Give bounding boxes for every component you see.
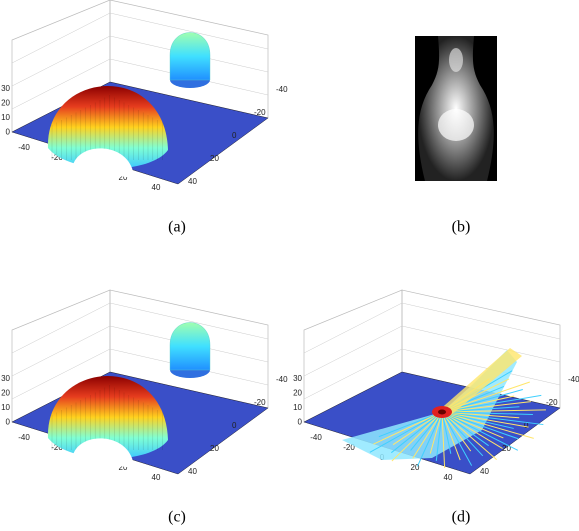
grid-line xyxy=(12,303,110,353)
caption: (b) xyxy=(452,219,471,236)
x-tick-label: -40 xyxy=(18,143,30,152)
grid-line xyxy=(402,326,560,362)
y-tick-label: -40 xyxy=(568,375,579,384)
neck-bump xyxy=(170,323,210,371)
figure: 30 20 10 0 -40 -20 0 20 40 -40 -20 0 20 40 (a) (b) 30 20 1… xyxy=(0,0,579,531)
peak-core xyxy=(438,410,446,415)
z-tick-label: 20 xyxy=(1,389,10,398)
x-tick-label: 40 xyxy=(152,473,161,482)
z-tick-label: 0 xyxy=(6,418,11,427)
z-tick-label: 10 xyxy=(1,113,10,122)
x-tick-label: -40 xyxy=(18,433,30,442)
y-tick-label: 0 xyxy=(232,131,237,140)
y-tick-label: 20 xyxy=(210,154,219,163)
neck-bump xyxy=(170,33,210,81)
vase-highlight xyxy=(438,109,474,141)
y-tick-label: 20 xyxy=(502,444,511,453)
vase-highlight xyxy=(449,48,463,72)
x-tick-label: 40 xyxy=(444,473,453,482)
x-tick-label: 40 xyxy=(152,183,161,192)
y-tick-label: 40 xyxy=(188,177,197,186)
z-tick-label: 30 xyxy=(1,374,10,383)
caption: (d) xyxy=(452,509,471,526)
z-tick-label: 10 xyxy=(293,403,302,412)
grid-line xyxy=(12,326,110,376)
grid-line xyxy=(12,13,110,63)
y-tick-label: 40 xyxy=(480,467,489,476)
y-tick-label: 0 xyxy=(232,421,237,430)
z-tick-label: 20 xyxy=(1,99,10,108)
grid-line xyxy=(304,303,402,353)
caption: (c) xyxy=(168,509,186,526)
z-tick-label: 30 xyxy=(293,374,302,383)
y-tick-label: -20 xyxy=(254,108,266,117)
z-tick-label: 30 xyxy=(1,84,10,93)
y-tick-label: -20 xyxy=(546,398,558,407)
grid-line xyxy=(402,303,560,339)
grid-line xyxy=(12,36,110,86)
z-tick-label: 0 xyxy=(6,128,11,137)
caption: (a) xyxy=(168,219,186,236)
y-tick-label: -40 xyxy=(276,85,288,94)
z-tick-label: 10 xyxy=(1,403,10,412)
panel xyxy=(415,36,497,181)
grid-line xyxy=(304,326,402,376)
z-tick-label: 0 xyxy=(298,418,303,427)
y-tick-label: 20 xyxy=(210,444,219,453)
x-tick-label: -40 xyxy=(310,433,322,442)
y-tick-label: -40 xyxy=(276,375,288,384)
y-tick-label: -20 xyxy=(254,398,266,407)
z-tick-label: 20 xyxy=(293,389,302,398)
y-tick-label: 40 xyxy=(188,467,197,476)
